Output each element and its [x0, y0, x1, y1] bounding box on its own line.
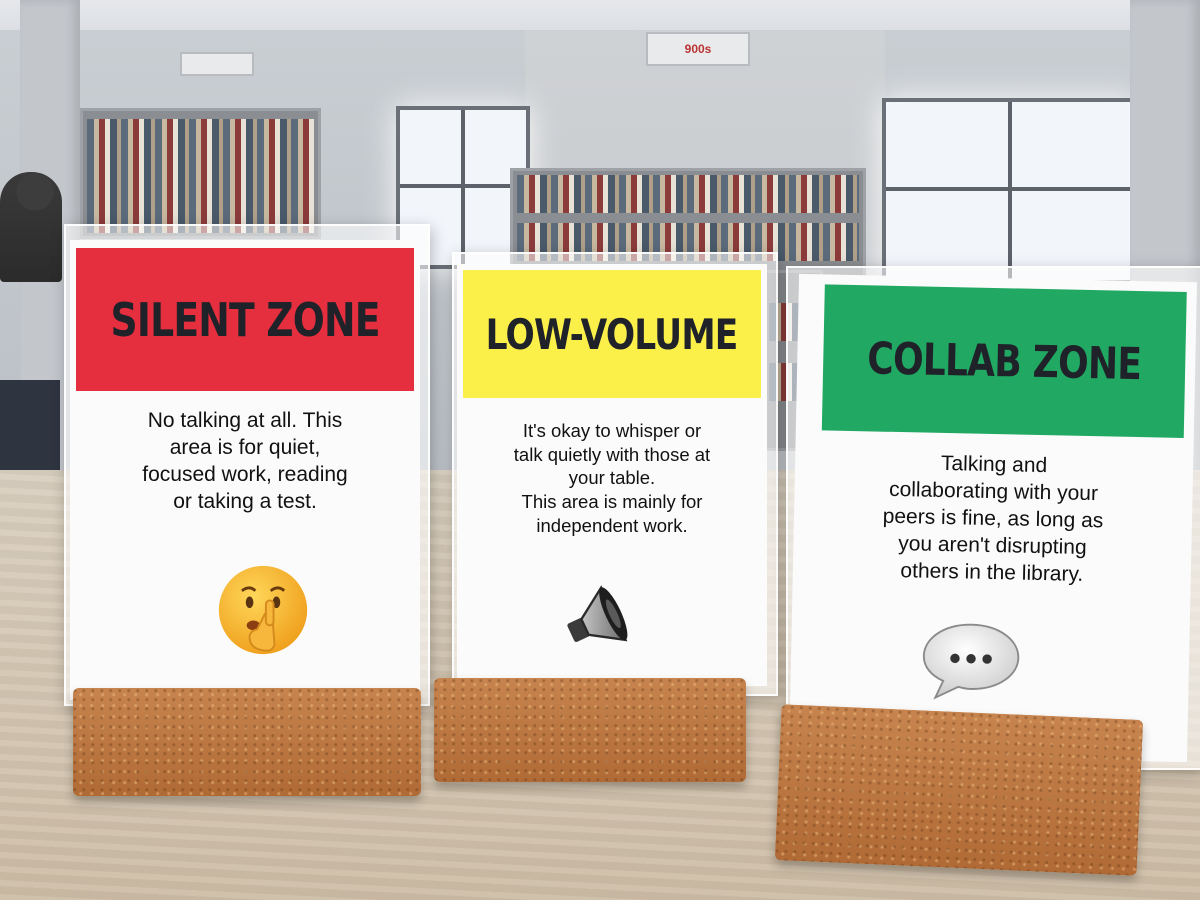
window-right — [882, 98, 1138, 284]
description-line: focused work, reading — [142, 462, 348, 486]
sign-title: COLLAB ZONE — [866, 332, 1142, 390]
sign-title: SILENT ZONE — [110, 292, 380, 347]
sign-title: LOW-VOLUME — [486, 309, 739, 359]
sign-header: COLLAB ZONE — [821, 284, 1187, 438]
description-line: No talking at all. This — [147, 409, 343, 432]
shushing-face-icon — [218, 565, 308, 655]
sign-card: LOW-VOLUME It's okay to whisper or talk … — [457, 264, 767, 686]
bookshelf-left — [80, 108, 321, 239]
sign-header: SILENT ZONE — [76, 248, 414, 391]
cork-base — [434, 678, 746, 782]
description-line: area is for quiet, — [169, 435, 321, 459]
speech-bubble-icon — [922, 623, 1020, 700]
sign-description: No talking at all. This area is for quie… — [80, 408, 410, 516]
speaker-icon — [567, 585, 628, 642]
sign-card: SILENT ZONE No talking at all. This area… — [70, 240, 420, 700]
aisle-sign-left — [180, 52, 254, 76]
cork-base — [73, 688, 421, 796]
description-line: It's okay to whisper or — [522, 420, 702, 441]
description-line: talk quietly with those at — [513, 443, 711, 465]
sign-header: LOW-VOLUME — [463, 270, 761, 398]
bust-statue — [0, 172, 62, 282]
aisle-sign-900s: 900s — [646, 32, 750, 66]
sign-description: It's okay to whisper or talk quietly wit… — [467, 419, 757, 537]
sign-card: COLLAB ZONE Talking and collaborating wi… — [789, 273, 1197, 763]
description-line: independent work. — [536, 514, 688, 536]
description-line: your table. — [568, 467, 656, 489]
cork-base — [774, 704, 1144, 876]
description-line: or taking a test. — [173, 489, 317, 513]
description-line: This area is mainly for — [521, 491, 703, 513]
sign-description: Talking and collaborating with your peer… — [803, 448, 1184, 590]
